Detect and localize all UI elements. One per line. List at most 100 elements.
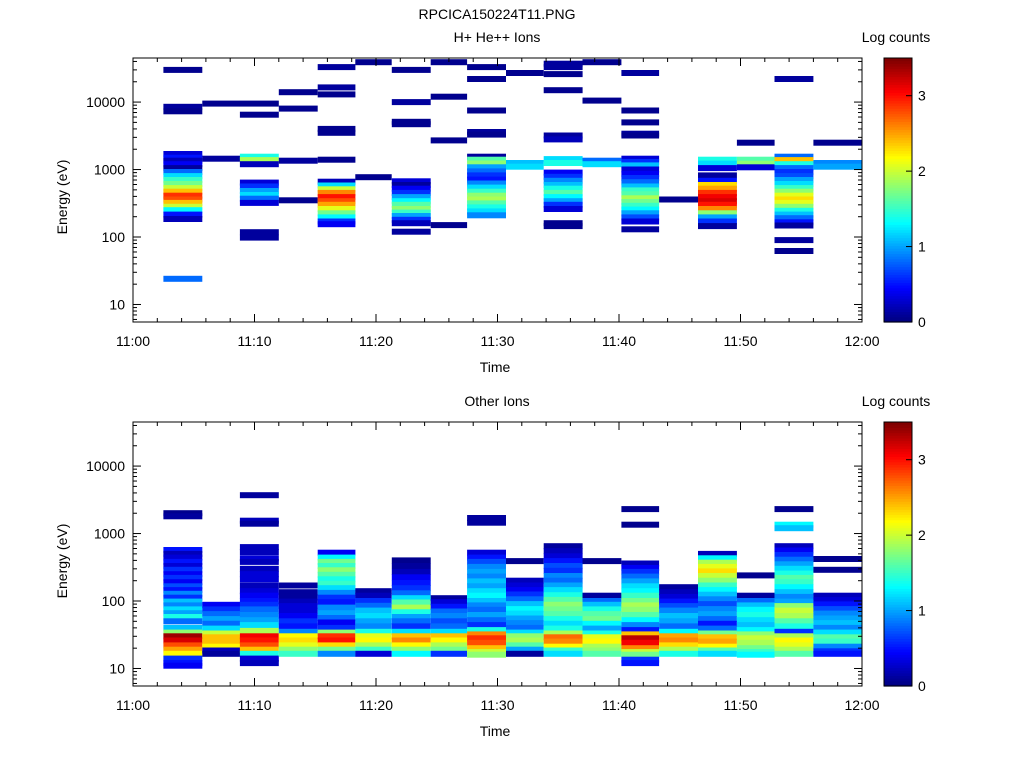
x-tick-label: 11:20 (359, 333, 393, 349)
heatmap-cell (239, 229, 279, 236)
heatmap-cell (774, 613, 814, 619)
heatmap-cell (659, 650, 698, 657)
colorbar-segment (884, 179, 912, 183)
heatmap-cell (813, 606, 862, 613)
heatmap-cell (391, 604, 431, 611)
heatmap-cell (698, 194, 737, 201)
heatmap-cell (543, 136, 583, 143)
heatmap-cell (621, 651, 660, 658)
colorbar-segment (884, 263, 912, 268)
heatmap-cell (317, 221, 356, 228)
colorbar-segment (884, 524, 912, 529)
heatmap-cell (317, 206, 356, 212)
heatmap-cell (239, 646, 279, 653)
colorbar-segment (884, 638, 912, 642)
heatmap-cell (659, 593, 698, 600)
colorbar-segment (884, 503, 912, 508)
heatmap-cell (163, 185, 203, 192)
x-tick-label: 11:50 (724, 333, 758, 349)
heatmap-cell (239, 192, 279, 198)
heatmap-cell (736, 617, 775, 624)
heatmap-cell (467, 131, 506, 138)
heatmap-cell (467, 635, 506, 642)
heatmap-cell (391, 590, 431, 597)
heatmap-cell (543, 198, 583, 205)
heatmap-cell (621, 199, 660, 205)
heatmap-cell (621, 627, 660, 634)
colorbar-frame (883, 57, 913, 323)
heatmap-cell (239, 157, 279, 164)
colorbar-segment (884, 203, 912, 207)
heatmap-cell (506, 160, 544, 166)
heatmap-cell (278, 157, 318, 164)
colorbar-segment (884, 456, 912, 460)
colorbar-tick-label: 3 (918, 452, 926, 468)
heatmap-cell (467, 515, 506, 521)
heatmap-cell (506, 610, 544, 617)
heatmap-cell (391, 609, 431, 616)
x-tick-label: 12:00 (844, 333, 879, 349)
x-tick-label: 11:40 (602, 333, 636, 349)
heatmap-cell (813, 566, 862, 573)
colorbar-segment (884, 588, 912, 592)
colorbar-segment (884, 129, 912, 133)
heatmap-cell (278, 633, 318, 640)
heatmap-cell (774, 248, 814, 254)
heatmap-cell (202, 100, 240, 107)
heatmap-cell (355, 59, 392, 66)
heatmap-cell (774, 215, 814, 222)
heatmap-cell (430, 623, 468, 630)
heatmap-cell (239, 588, 279, 595)
colorbar-segment (884, 490, 912, 494)
heatmap-cell (698, 160, 737, 167)
heatmap-cell (736, 612, 775, 618)
heatmap-cell (774, 521, 814, 528)
colorbar-segment (884, 443, 912, 447)
heatmap-cell (317, 589, 356, 596)
heatmap-cell (467, 563, 506, 570)
heatmap-cell (239, 660, 279, 667)
heatmap-cell (163, 510, 203, 517)
heatmap-cell (355, 174, 392, 181)
heatmap-cell (621, 202, 660, 209)
heatmap-cell (391, 574, 431, 581)
colorbar-segment (884, 110, 912, 115)
heatmap-cell (621, 179, 660, 186)
heatmap-cell (813, 597, 862, 604)
heatmap-cells (163, 59, 862, 282)
heatmap-cell (774, 165, 814, 172)
heatmap-cell (582, 643, 622, 650)
heatmap-cell (774, 543, 814, 550)
heatmap-cell (543, 223, 583, 230)
heatmap-cell (774, 76, 814, 82)
colorbar-segment (884, 176, 912, 181)
colorbar-segment (884, 519, 912, 523)
x-tick-label: 11:00 (116, 333, 150, 349)
heatmap-cell (163, 177, 203, 183)
colorbar-segment (884, 522, 912, 526)
heatmap-cell (163, 614, 203, 620)
heatmap-cell (543, 596, 583, 603)
y-tick-label: 10000 (86, 458, 125, 474)
heatmap-cell (774, 185, 814, 192)
heatmap-cell (543, 592, 583, 599)
colorbar-segment (884, 113, 912, 117)
heatmap-cell (813, 556, 862, 562)
colorbar-segment (884, 190, 912, 194)
heatmap-cell (278, 589, 318, 596)
heatmap-cell (506, 606, 544, 613)
heatmap-cell (163, 275, 203, 282)
heatmap-cell (467, 184, 506, 191)
heatmap-cell (317, 580, 356, 587)
heatmap-cell (621, 645, 660, 652)
heatmap-cell (467, 208, 506, 215)
heatmap-cell (698, 165, 737, 172)
heatmap-cell (659, 196, 698, 203)
heatmap-cell (278, 618, 318, 625)
heatmap-cell (467, 200, 506, 207)
colorbar-segment (884, 535, 912, 539)
y-tick-label: 1000 (94, 162, 125, 178)
heatmap-cell (621, 602, 660, 609)
colorbar-segment (884, 282, 912, 286)
